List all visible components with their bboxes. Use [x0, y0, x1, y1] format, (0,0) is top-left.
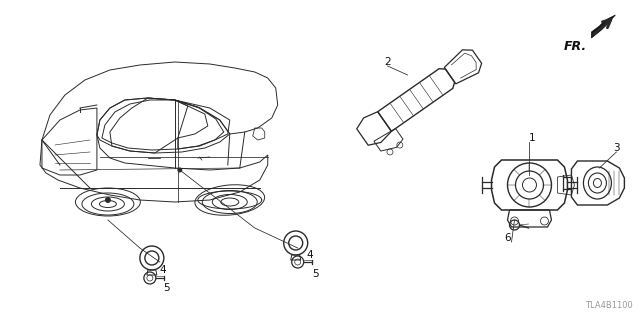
Polygon shape	[591, 15, 616, 38]
Text: 2: 2	[384, 57, 391, 67]
Text: 4: 4	[159, 265, 166, 275]
Circle shape	[177, 167, 182, 172]
Text: FR.: FR.	[563, 40, 587, 53]
Text: 6: 6	[504, 233, 511, 243]
Text: 1: 1	[529, 133, 536, 143]
Circle shape	[105, 197, 111, 203]
Text: 5: 5	[312, 269, 319, 279]
Text: 4: 4	[307, 250, 313, 260]
Text: 3: 3	[613, 143, 620, 153]
Text: TLA4B1100: TLA4B1100	[586, 300, 633, 309]
Text: 5: 5	[164, 283, 170, 293]
